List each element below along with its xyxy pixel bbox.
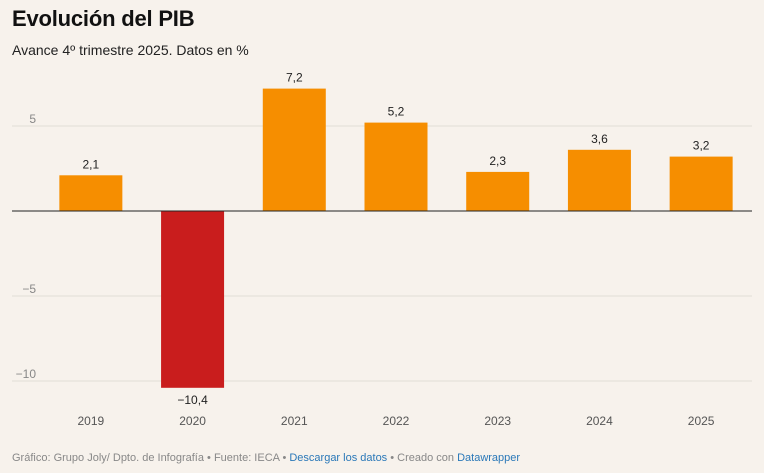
footer: Gráfico: Grupo Joly/ Dpto. de Infografía…: [12, 452, 520, 464]
y-tick-label: −5: [22, 282, 36, 296]
bar-2021: [262, 88, 326, 211]
x-tick-label-2024: 2024: [586, 414, 613, 428]
bar-2024: [567, 149, 631, 211]
footer-separator: •: [203, 452, 214, 464]
chart-title: Evolución del PIB: [12, 6, 195, 31]
data-label-2025: 3,2: [693, 139, 710, 153]
data-label-2020: −10,4: [177, 393, 208, 407]
bar-2025: [669, 156, 733, 211]
data-label-2022: 5,2: [388, 105, 405, 119]
footer-separator: •: [387, 452, 398, 464]
bars: [59, 88, 733, 388]
download-data-link[interactable]: Descargar los datos: [289, 452, 388, 464]
bar-2023: [466, 171, 530, 211]
x-axis: 2019 2020 2021 2022 2023 2024 2025: [78, 414, 715, 428]
bar-2019: [59, 175, 123, 211]
x-tick-label-2021: 2021: [281, 414, 308, 428]
x-tick-label-2025: 2025: [688, 414, 715, 428]
x-tick-label-2020: 2020: [179, 414, 206, 428]
data-label-2023: 2,3: [489, 154, 506, 168]
footer-source: Fuente: IECA: [213, 452, 280, 464]
x-tick-label-2023: 2023: [484, 414, 511, 428]
data-label-2019: 2,1: [83, 157, 100, 171]
data-labels: 2,1 −10,4 7,2 5,2 2,3 3,6 3,2: [83, 71, 710, 407]
y-tick-label: −10: [16, 367, 37, 381]
datawrapper-link[interactable]: Datawrapper: [457, 452, 521, 464]
footer-separator: •: [279, 452, 290, 464]
bar-2020: [161, 211, 225, 388]
data-label-2024: 3,6: [591, 132, 608, 146]
y-tick-label: 5: [29, 112, 36, 126]
footer-credit: Gráfico: Grupo Joly/ Dpto. de Infografía: [12, 452, 204, 464]
x-tick-label-2022: 2022: [383, 414, 410, 428]
footer-created-with: Creado con: [397, 452, 455, 464]
data-label-2021: 7,2: [286, 71, 303, 85]
bar-2022: [364, 122, 428, 211]
chart-subtitle: Avance 4º trimestre 2025. Datos en %: [12, 42, 249, 58]
y-axis: 5 −5 −10: [16, 112, 37, 381]
x-tick-label-2019: 2019: [78, 414, 105, 428]
